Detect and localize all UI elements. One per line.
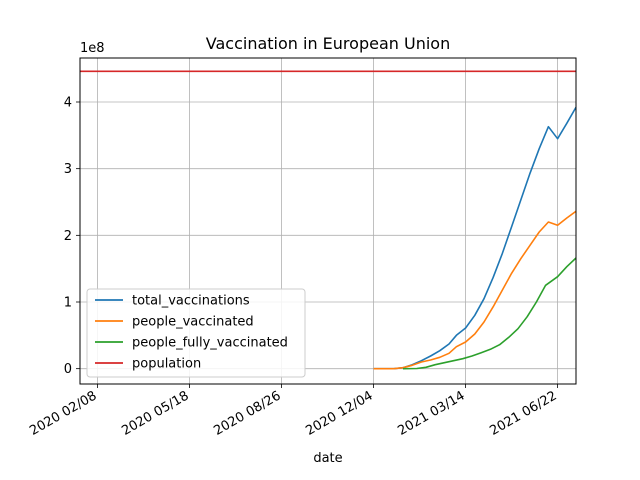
y-tick-label: 3 (64, 162, 72, 177)
series-line-total-vaccinations (373, 106, 576, 370)
legend-entry-label: people_fully_vaccinated (132, 336, 288, 351)
legend-box (86, 288, 306, 378)
y-tick-label: 1 (64, 296, 72, 311)
chart-title: Vaccination in European Union (206, 34, 450, 53)
series-line-people-vaccinated (373, 210, 576, 370)
series-line-people-fully-vaccinated (402, 257, 576, 370)
y-axis-scale-label: 1e8 (80, 41, 105, 56)
legend: total_vaccinations people_vaccinatedpeopl… (86, 288, 306, 378)
y-tick-label: 0 (64, 362, 72, 377)
x-axis-label: date (313, 451, 342, 466)
y-tick-label: 4 (64, 96, 72, 111)
legend-entry-label: population (132, 357, 201, 372)
legend-entry-label: total_vaccinations (132, 294, 250, 309)
plot-frame (79, 57, 577, 385)
series-lines (80, 70, 576, 370)
y-tick-label: 2 (64, 229, 72, 244)
legend-entry-label: people_vaccinated (132, 315, 254, 330)
